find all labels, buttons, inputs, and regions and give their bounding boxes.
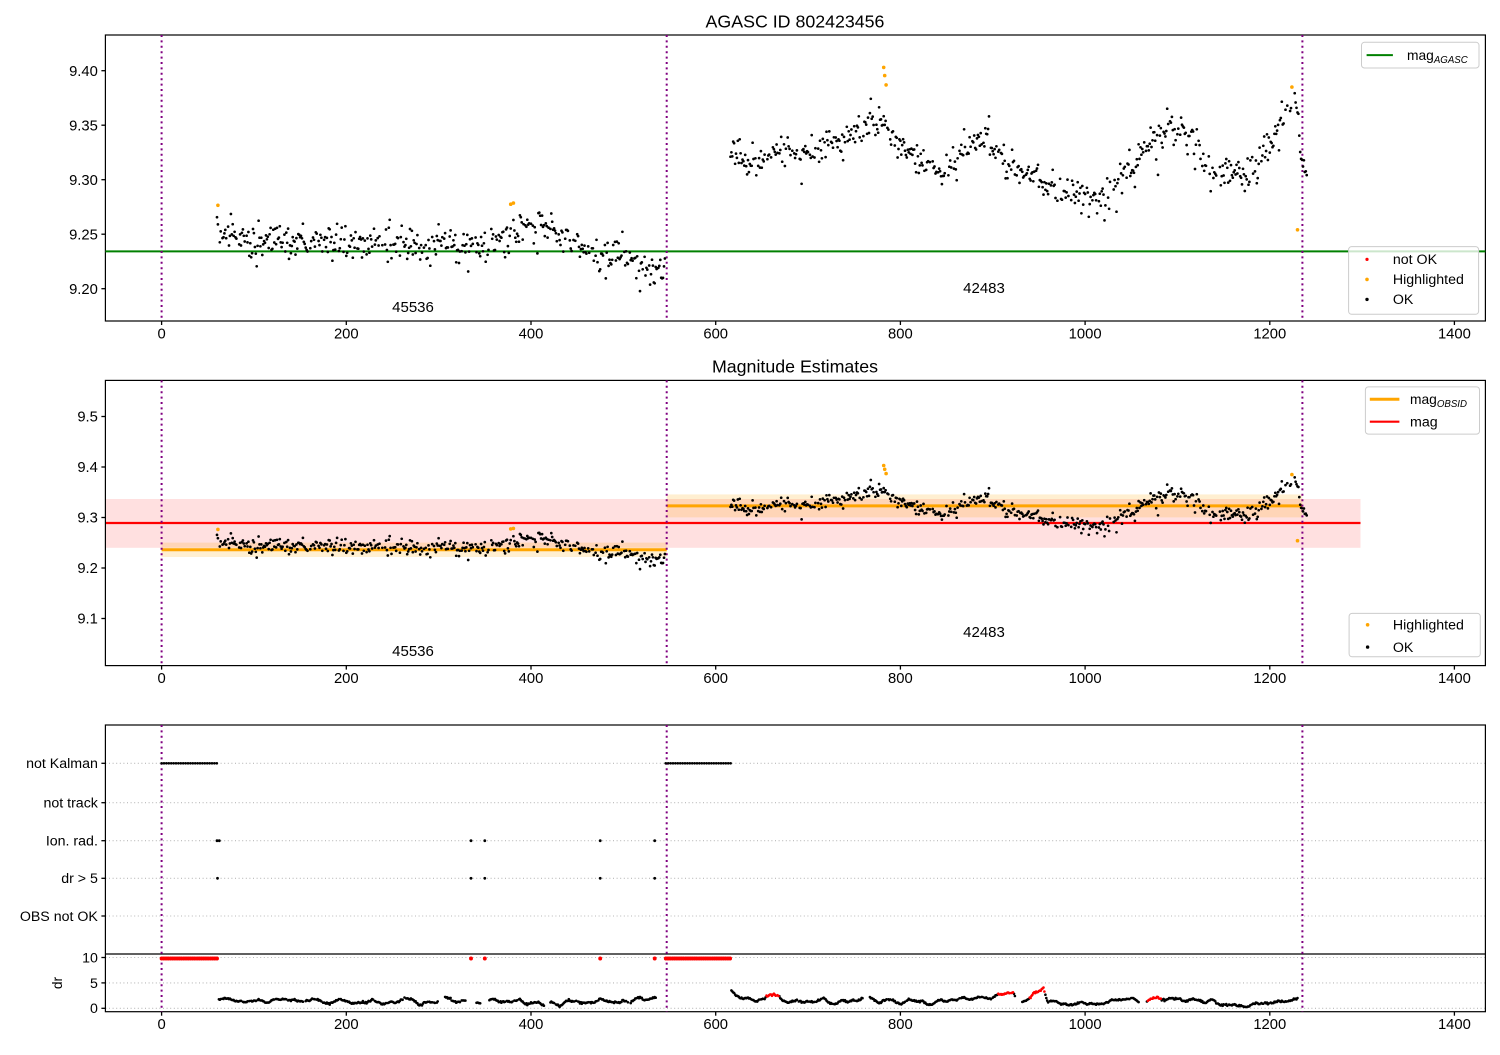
- svg-text:1200: 1200: [1253, 671, 1286, 687]
- svg-text:9.20: 9.20: [69, 282, 98, 298]
- svg-text:800: 800: [888, 1017, 913, 1033]
- svg-text:42483: 42483: [963, 624, 1005, 641]
- svg-text:600: 600: [703, 327, 728, 343]
- svg-text:600: 600: [703, 671, 728, 687]
- svg-text:400: 400: [519, 1017, 544, 1033]
- svg-text:9.2: 9.2: [77, 561, 98, 577]
- svg-text:200: 200: [334, 1017, 359, 1033]
- svg-text:not OK: not OK: [1393, 252, 1438, 268]
- svg-text:1200: 1200: [1253, 327, 1286, 343]
- svg-text:9.30: 9.30: [69, 173, 98, 189]
- svg-text:0: 0: [90, 1001, 98, 1017]
- svg-text:9.40: 9.40: [69, 64, 98, 80]
- svg-text:Highlighted: Highlighted: [1393, 272, 1464, 288]
- svg-text:1400: 1400: [1438, 671, 1471, 687]
- svg-text:1000: 1000: [1069, 671, 1102, 687]
- svg-text:200: 200: [334, 327, 359, 343]
- svg-text:1400: 1400: [1438, 1017, 1471, 1033]
- svg-text:not Kalman: not Kalman: [26, 756, 98, 772]
- svg-text:Highlighted: Highlighted: [1393, 618, 1464, 634]
- svg-text:5: 5: [90, 976, 98, 992]
- svg-text:400: 400: [519, 671, 544, 687]
- svg-text:1200: 1200: [1253, 1017, 1286, 1033]
- svg-text:9.3: 9.3: [77, 511, 98, 527]
- svg-text:0: 0: [157, 327, 165, 343]
- svg-text:dr: dr: [50, 976, 65, 989]
- svg-text:9.5: 9.5: [77, 410, 98, 426]
- svg-text:mag: mag: [1410, 415, 1438, 431]
- svg-text:Ion. rad.: Ion. rad.: [46, 834, 98, 850]
- svg-text:9.35: 9.35: [69, 118, 98, 134]
- svg-text:45536: 45536: [392, 643, 434, 660]
- svg-text:9.25: 9.25: [69, 227, 98, 243]
- svg-text:OK: OK: [1393, 640, 1414, 656]
- svg-text:1400: 1400: [1438, 327, 1471, 343]
- svg-text:1000: 1000: [1069, 327, 1102, 343]
- svg-text:800: 800: [888, 327, 913, 343]
- svg-text:10: 10: [82, 950, 98, 966]
- svg-text:0: 0: [157, 1017, 165, 1033]
- svg-text:600: 600: [703, 1017, 728, 1033]
- svg-text:OBS not OK: OBS not OK: [20, 909, 99, 925]
- svg-text:1000: 1000: [1069, 1017, 1102, 1033]
- svg-text:9.1: 9.1: [77, 612, 98, 628]
- svg-text:9.4: 9.4: [77, 460, 98, 476]
- svg-text:400: 400: [519, 327, 544, 343]
- svg-text:0: 0: [157, 671, 165, 687]
- svg-text:Magnitude Estimates: Magnitude Estimates: [712, 357, 878, 377]
- svg-text:dr > 5: dr > 5: [61, 871, 98, 887]
- svg-text:200: 200: [334, 671, 359, 687]
- svg-text:OK: OK: [1393, 292, 1414, 308]
- svg-text:42483: 42483: [963, 280, 1005, 297]
- svg-text:45536: 45536: [392, 299, 434, 316]
- svg-text:AGASC ID 802423456: AGASC ID 802423456: [706, 12, 885, 32]
- svg-text:not track: not track: [43, 796, 98, 812]
- svg-text:800: 800: [888, 671, 913, 687]
